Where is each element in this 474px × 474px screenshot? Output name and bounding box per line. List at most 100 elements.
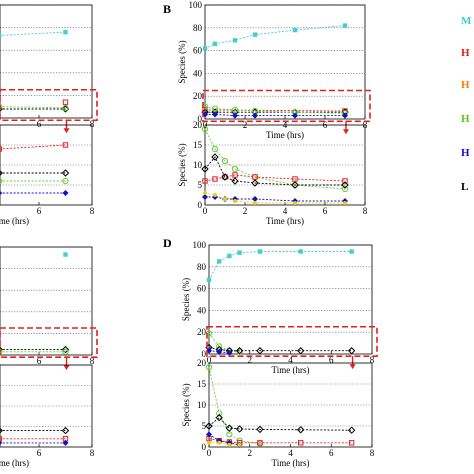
point-black bbox=[221, 173, 229, 181]
legend: M H H H H L bbox=[461, 15, 472, 193]
chart-a-top: 468 bbox=[0, 4, 98, 134]
point-black bbox=[0, 346, 3, 353]
point-yellow bbox=[293, 201, 297, 205]
point-M bbox=[298, 249, 303, 254]
point-red bbox=[62, 99, 69, 105]
point-yellow bbox=[207, 440, 211, 445]
legend-entry-5: L bbox=[461, 181, 468, 193]
x-tick-label: 8 bbox=[90, 119, 95, 129]
x-tick-label: 8 bbox=[90, 448, 95, 458]
point-green bbox=[0, 103, 3, 110]
x-axis-label: Time (hrs) bbox=[272, 365, 310, 375]
panel-label-d: D bbox=[163, 236, 172, 250]
plot-frame bbox=[0, 364, 93, 448]
x-axis-label: Time (hrs) bbox=[266, 216, 304, 226]
point-blue bbox=[0, 190, 3, 196]
highlight-arrow-head bbox=[63, 365, 70, 371]
legend-entry-4: H bbox=[461, 147, 470, 159]
point-red bbox=[0, 146, 2, 152]
point-black bbox=[61, 345, 70, 354]
chart-a-bottom: 468Time (hrs) bbox=[0, 124, 95, 226]
x-tick-label: 8 bbox=[363, 206, 368, 216]
series-line-blue bbox=[205, 113, 345, 117]
point-green bbox=[231, 106, 239, 113]
point-blue bbox=[342, 112, 348, 119]
y-tick-label: 20 bbox=[197, 327, 207, 337]
highlight-box bbox=[202, 89, 371, 123]
point-black bbox=[341, 181, 349, 189]
x-tick-label: 8 bbox=[370, 355, 375, 365]
point-blue bbox=[252, 112, 258, 119]
point-black bbox=[291, 181, 299, 189]
point-M bbox=[257, 249, 263, 254]
point-red bbox=[292, 176, 298, 182]
point-blue bbox=[62, 190, 69, 196]
legend-entry-1: H bbox=[461, 47, 470, 59]
point-black bbox=[235, 347, 244, 355]
point-green bbox=[62, 177, 69, 185]
x-tick-label: 6 bbox=[329, 355, 334, 365]
series-line-M bbox=[204, 25, 346, 49]
plot-frame bbox=[0, 4, 93, 119]
point-green bbox=[341, 185, 349, 193]
x-tick-label: 8 bbox=[90, 356, 95, 366]
series-line-green bbox=[208, 367, 260, 445]
point-blue bbox=[226, 349, 233, 356]
point-blue bbox=[0, 440, 3, 446]
point-blue bbox=[292, 112, 298, 119]
point-M bbox=[252, 32, 258, 37]
point-black bbox=[211, 153, 219, 161]
y-axis-label: Species (%) bbox=[177, 40, 187, 83]
series-line-green bbox=[0, 106, 66, 109]
chart-c-bottom: 468Time (hrs) bbox=[0, 364, 95, 468]
chart-c-top: 468 bbox=[0, 246, 98, 371]
point-M bbox=[237, 250, 242, 255]
highlight-box bbox=[0, 88, 98, 122]
point-green bbox=[62, 104, 69, 111]
point-yellow bbox=[233, 199, 237, 203]
point-blue bbox=[212, 111, 218, 118]
point-green bbox=[0, 177, 3, 185]
x-tick-label: 8 bbox=[370, 448, 375, 458]
point-black bbox=[215, 413, 223, 422]
x-tick-label: 0 bbox=[203, 206, 208, 216]
point-yellow bbox=[223, 197, 227, 201]
point-red bbox=[232, 172, 238, 178]
point-black bbox=[235, 425, 244, 433]
point-M bbox=[212, 41, 218, 46]
y-axis-label: Species (%) bbox=[177, 143, 187, 186]
x-tick-label: 8 bbox=[90, 206, 95, 216]
point-black bbox=[256, 425, 264, 434]
point-M bbox=[63, 252, 68, 257]
point-red bbox=[202, 178, 208, 184]
x-tick-label: 2 bbox=[243, 206, 248, 216]
point-yellow bbox=[343, 201, 347, 205]
y-tick-label: 10 bbox=[197, 400, 207, 410]
plot-frame bbox=[208, 244, 373, 355]
series-line-black bbox=[208, 347, 352, 352]
point-blue bbox=[62, 439, 69, 446]
x-tick-label: 0 bbox=[207, 355, 212, 365]
point-M bbox=[206, 277, 212, 283]
point-black bbox=[347, 347, 356, 355]
y-tick-label: 15 bbox=[197, 379, 207, 389]
point-blue bbox=[216, 348, 223, 355]
point-red bbox=[257, 440, 263, 446]
series-line-red bbox=[204, 174, 346, 182]
point-M bbox=[349, 249, 354, 254]
x-tick-label: 6 bbox=[37, 206, 42, 216]
point-red bbox=[62, 142, 69, 148]
point-blue bbox=[202, 194, 208, 200]
point-red bbox=[212, 176, 218, 182]
highlight-arrow-head bbox=[343, 129, 349, 135]
series-line-black bbox=[204, 156, 345, 186]
point-yellow bbox=[217, 440, 222, 445]
series-line-green bbox=[204, 106, 346, 114]
series-line-green bbox=[208, 333, 240, 353]
point-yellow bbox=[227, 442, 232, 447]
y-tick-label: 20 bbox=[193, 120, 203, 130]
